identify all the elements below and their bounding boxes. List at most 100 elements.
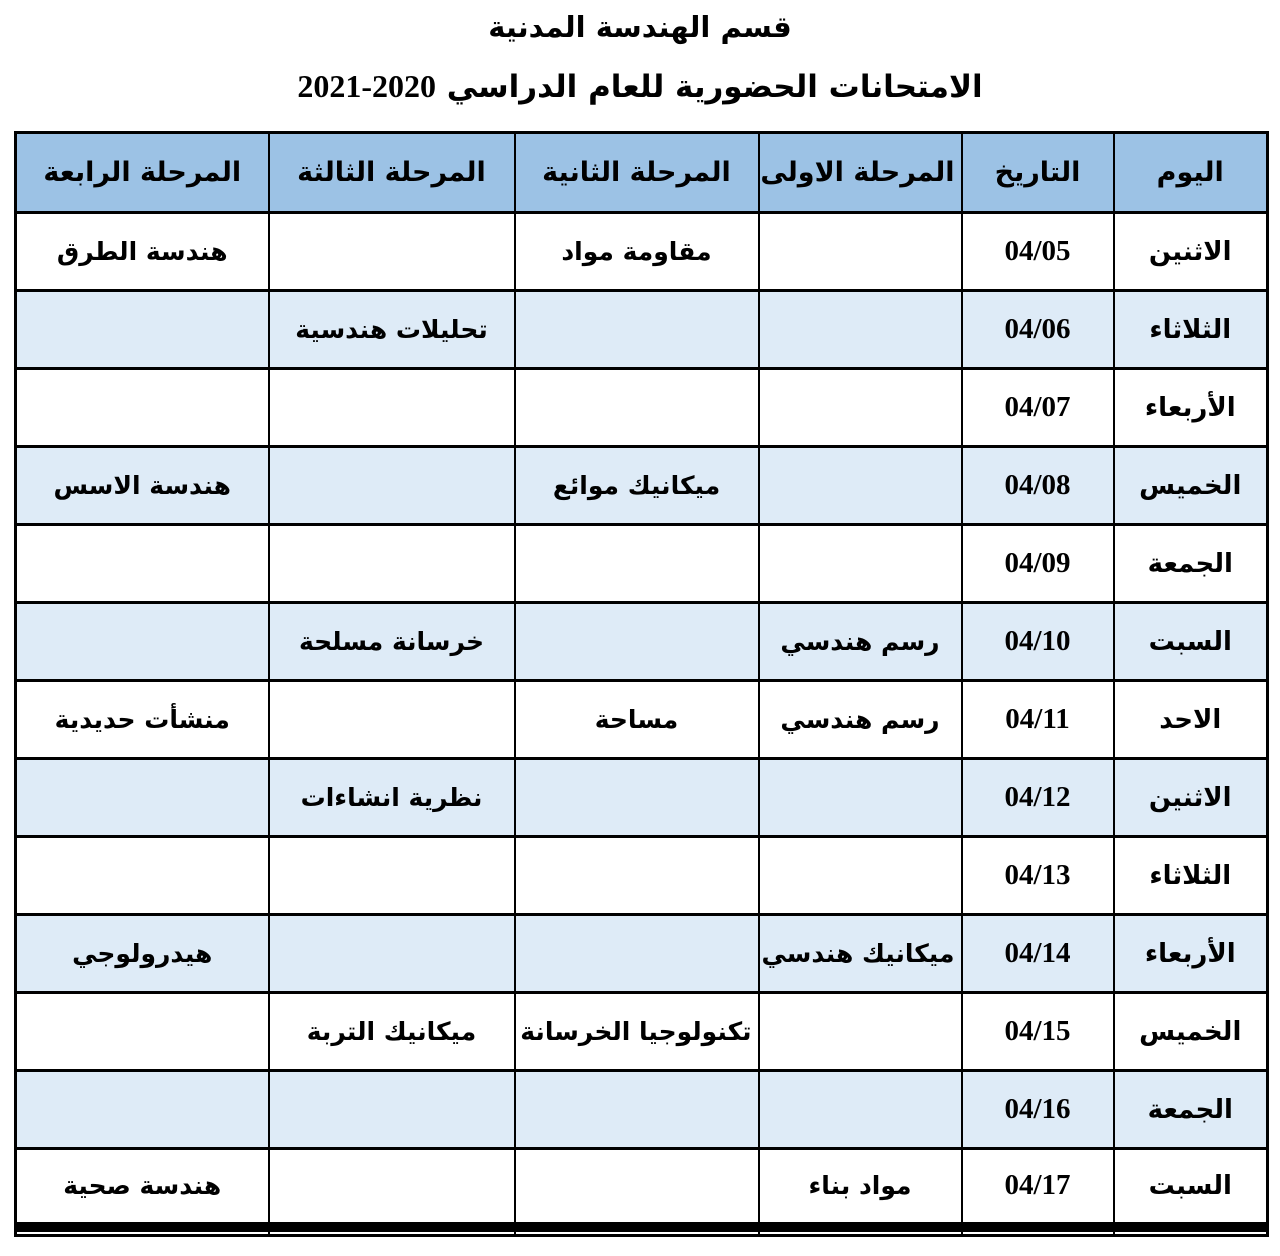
stage3-cell	[267, 445, 516, 526]
day-cell-partial	[1112, 1225, 1269, 1237]
stage3-cell	[267, 367, 516, 448]
stage4-cell	[14, 757, 270, 838]
stage1-cell: ميكانيك هندسي	[757, 913, 963, 994]
stage3-cell	[267, 679, 516, 760]
day-cell: الاثنين	[1112, 211, 1269, 292]
header-row: اليوم التاريخ المرحلة الاولى المرحلة الث…	[14, 131, 1269, 214]
stage2-cell: مقاومة مواد	[513, 211, 760, 292]
schedule-row: الاثنين 04/12 نظرية انشاءات	[14, 757, 1269, 838]
header-date: التاريخ	[960, 131, 1115, 214]
stage1-cell	[757, 757, 963, 838]
stage1-cell	[757, 523, 963, 604]
day-cell: الأربعاء	[1112, 367, 1269, 448]
stage3-cell	[267, 1069, 516, 1150]
stage1-cell	[757, 367, 963, 448]
stage4-cell	[14, 523, 270, 604]
date-cell: 04/16	[960, 1069, 1115, 1150]
schedule-row: الثلاثاء 04/13	[14, 835, 1269, 916]
stage4-cell-partial	[14, 1225, 270, 1237]
stage4-cell: منشأت حديدية	[14, 679, 270, 760]
stage2-cell	[513, 1147, 760, 1232]
day-cell: الخميس	[1112, 445, 1269, 526]
stage2-cell	[513, 1069, 760, 1150]
stage4-cell	[14, 1069, 270, 1150]
stage2-cell	[513, 367, 760, 448]
cut-off-row	[14, 1225, 1269, 1237]
schedule-row: الثلاثاء 04/06 تحليلات هندسية	[14, 289, 1269, 370]
header-stage4: المرحلة الرابعة	[14, 131, 270, 214]
stage2-cell	[513, 913, 760, 994]
schedule-row: الاحد 04/11 رسم هندسي مساحة منشأت حديدية	[14, 679, 1269, 760]
stage4-cell	[14, 835, 270, 916]
schedule-row: الجمعة 04/09	[14, 523, 1269, 604]
stage2-cell	[513, 835, 760, 916]
date-cell: 04/09	[960, 523, 1115, 604]
schedule-row: الأربعاء 04/07	[14, 367, 1269, 448]
stage3-cell-partial	[267, 1225, 516, 1237]
date-cell: 04/12	[960, 757, 1115, 838]
date-cell: 04/17	[960, 1147, 1115, 1232]
stage2-cell	[513, 601, 760, 682]
stage2-cell: تكنولوجيا الخرسانة	[513, 991, 760, 1072]
exam-schedule-table: اليوم التاريخ المرحلة الاولى المرحلة الث…	[14, 131, 1269, 1237]
stage1-cell-partial	[757, 1225, 963, 1237]
date-cell: 04/10	[960, 601, 1115, 682]
day-cell: السبت	[1112, 601, 1269, 682]
stage1-cell	[757, 835, 963, 916]
stage3-cell	[267, 523, 516, 604]
schedule-row: الاثنين 04/05 مقاومة مواد هندسة الطرق	[14, 211, 1269, 292]
day-cell: الاحد	[1112, 679, 1269, 760]
stage4-cell	[14, 367, 270, 448]
header-stage3: المرحلة الثالثة	[267, 131, 516, 214]
stage1-cell	[757, 445, 963, 526]
stage3-cell: نظرية انشاءات	[267, 757, 516, 838]
date-cell-partial	[960, 1225, 1115, 1237]
stage2-cell-partial	[513, 1225, 760, 1237]
schedule-row: الجمعة 04/16	[14, 1069, 1269, 1150]
department-title: قسم الهندسة المدنية	[488, 10, 792, 44]
day-cell: الثلاثاء	[1112, 289, 1269, 370]
date-cell: 04/07	[960, 367, 1115, 448]
schedule-row: الخميس 04/08 ميكانيك موائع هندسة الاسس	[14, 445, 1269, 526]
stage4-cell: هيدرولوجي	[14, 913, 270, 994]
date-cell: 04/06	[960, 289, 1115, 370]
schedule-row: السبت 04/17 مواد بناء هندسة صحية	[14, 1147, 1269, 1232]
stage1-cell: رسم هندسي	[757, 601, 963, 682]
day-cell: الجمعة	[1112, 523, 1269, 604]
stage4-cell: هندسة الطرق	[14, 211, 270, 292]
stage2-cell	[513, 757, 760, 838]
stage2-cell	[513, 289, 760, 370]
stage4-cell	[14, 601, 270, 682]
exam-title-text: الامتحانات الحضورية للعام الدراسي	[446, 69, 983, 105]
stage2-cell: ميكانيك موائع	[513, 445, 760, 526]
schedule-body: الاثنين 04/05 مقاومة مواد هندسة الطرق الثلاث…	[14, 211, 1269, 1237]
stage4-cell: هندسة صحية	[14, 1147, 270, 1232]
stage1-cell: مواد بناء	[757, 1147, 963, 1232]
stage1-cell	[757, 211, 963, 292]
stage3-cell	[267, 835, 516, 916]
schedule-row: الخميس 04/15 تكنولوجيا الخرسانة ميكانيك الت…	[14, 991, 1269, 1072]
stage1-cell	[757, 1069, 963, 1150]
stage4-cell	[14, 991, 270, 1072]
date-cell: 04/11	[960, 679, 1115, 760]
stage1-cell	[757, 289, 963, 370]
header-day: اليوم	[1112, 131, 1269, 214]
stage1-cell: رسم هندسي	[757, 679, 963, 760]
date-cell: 04/05	[960, 211, 1115, 292]
date-cell: 04/14	[960, 913, 1115, 994]
stage3-cell	[267, 913, 516, 994]
day-cell: الثلاثاء	[1112, 835, 1269, 916]
date-cell: 04/13	[960, 835, 1115, 916]
date-cell: 04/08	[960, 445, 1115, 526]
schedule-header: اليوم التاريخ المرحلة الاولى المرحلة الث…	[14, 131, 1269, 214]
stage3-cell	[267, 1147, 516, 1232]
stage3-cell	[267, 211, 516, 292]
stage3-cell: خرسانة مسلحة	[267, 601, 516, 682]
stage3-cell: ميكانيك التربة	[267, 991, 516, 1072]
stage4-cell	[14, 289, 270, 370]
header-stage2: المرحلة الثانية	[513, 131, 760, 214]
header-stage1: المرحلة الاولى	[757, 131, 963, 214]
schedule-row: الأربعاء 04/14 ميكانيك هندسي هيدرولوجي	[14, 913, 1269, 994]
date-cell: 04/15	[960, 991, 1115, 1072]
